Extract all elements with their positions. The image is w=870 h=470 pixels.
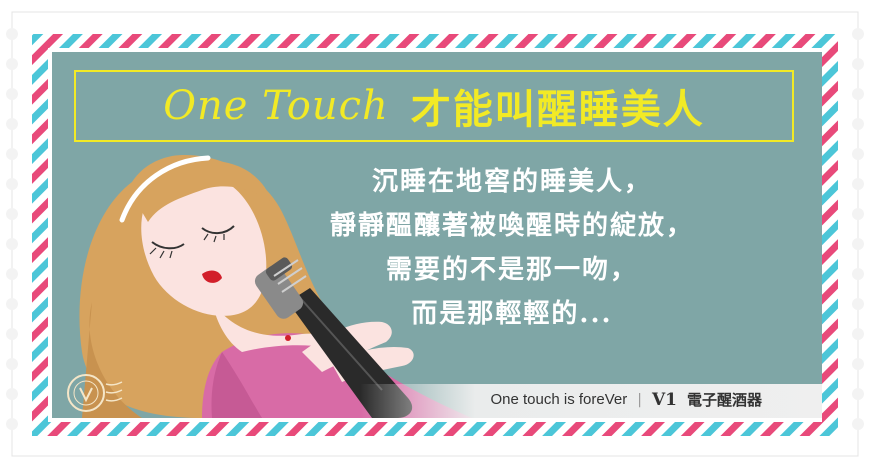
title-banner: One Touch 才能叫醒睡美人 — [74, 70, 794, 142]
stamp-panel: One Touch 才能叫醒睡美人 沉睡在地窖的睡美人， 靜靜醞釀著被喚醒時的綻… — [52, 52, 822, 418]
footer-text: One touch is foreVer | V1 電子醒酒器 — [490, 389, 762, 410]
brand-logo: V1 — [651, 389, 677, 410]
title-chinese: 才能叫醒睡美人 — [410, 86, 705, 133]
title-english: One Touch — [163, 83, 389, 129]
postmark-seal-icon — [67, 374, 123, 412]
footer-bar: One touch is foreVer | V1 電子醒酒器 — [52, 384, 822, 418]
postage-stamp: One Touch 才能叫醒睡美人 沉睡在地窖的睡美人， 靜靜醞釀著被喚醒時的綻… — [4, 4, 866, 464]
poem-text: 沉睡在地窖的睡美人， 靜靜醞釀著被喚醒時的綻放， 需要的不是那一吻， 而是那輕輕… — [322, 160, 702, 336]
slogan: One touch is foreVer — [490, 391, 628, 408]
poem-line: 靜靜醞釀著被喚醒時的綻放， — [329, 211, 694, 241]
poem-line: 而是那輕輕的... — [411, 299, 613, 329]
brand-name: 電子醒酒器 — [686, 391, 762, 409]
poem-line: 沉睡在地窖的睡美人， — [371, 167, 652, 197]
separator: | — [637, 391, 642, 408]
poem-line: 需要的不是那一吻， — [385, 255, 638, 285]
